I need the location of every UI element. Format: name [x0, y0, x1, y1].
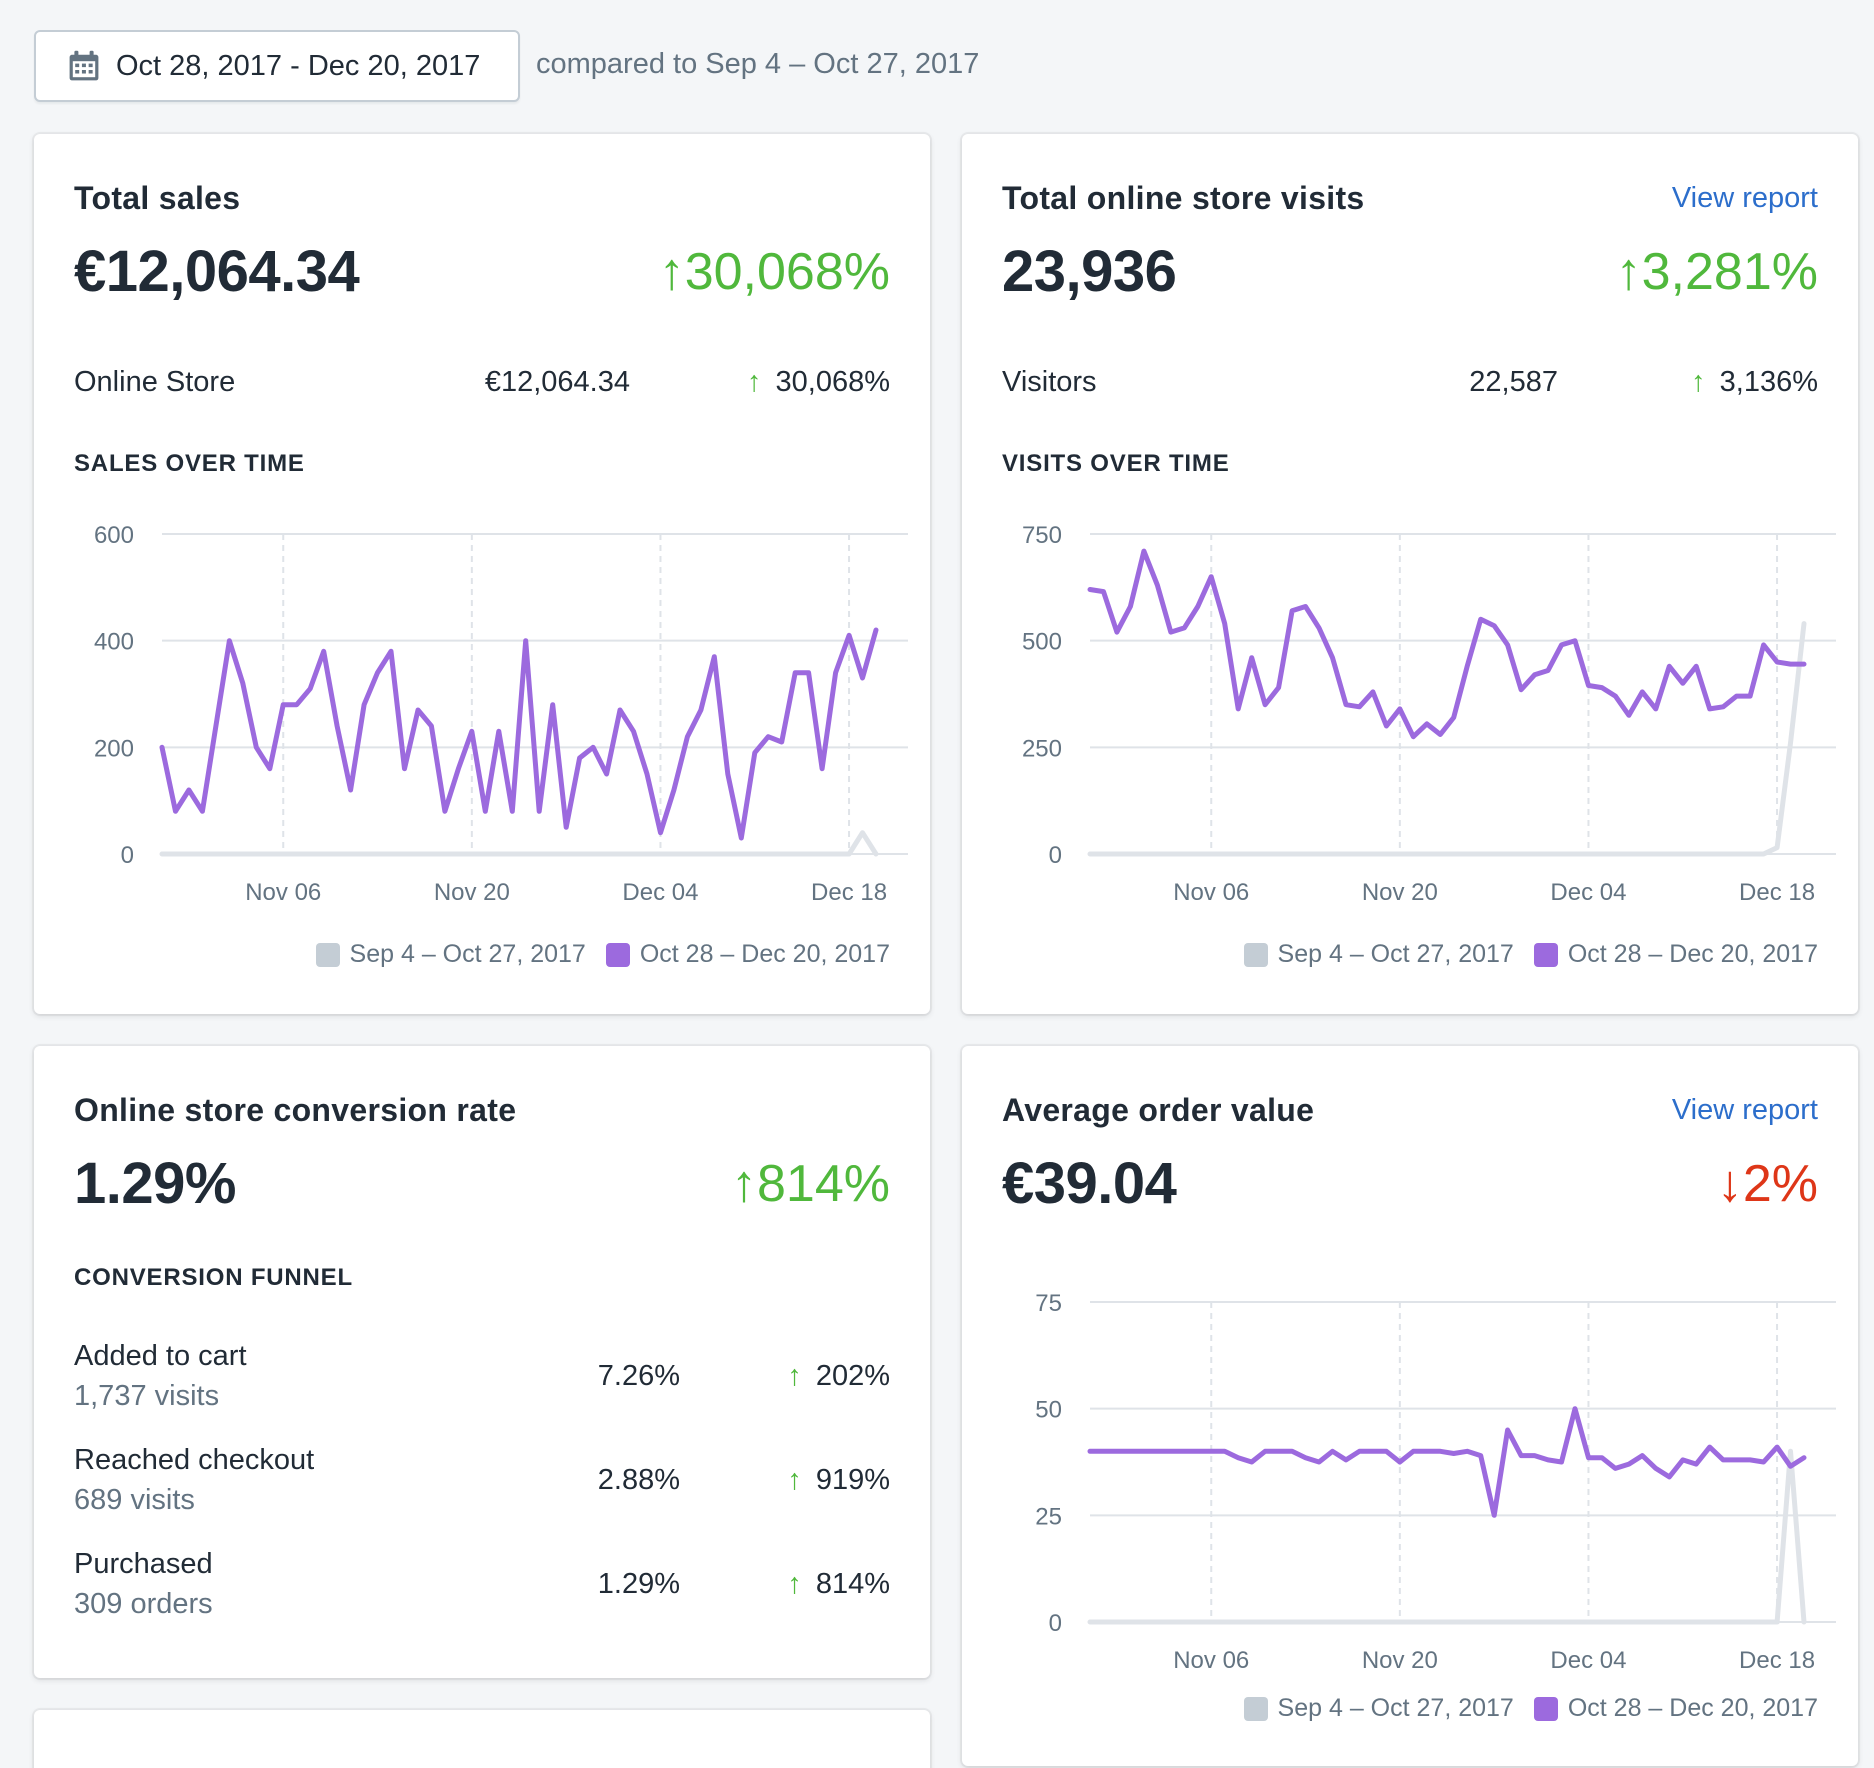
arrow-up-icon: ↑ — [731, 1155, 757, 1213]
funnel-step-count: 1,737 visits — [74, 1380, 220, 1412]
chart-legend: Sep 4 – Oct 27, 2017 Oct 28 – Dec 20, 20… — [1224, 940, 1818, 969]
funnel-step-rate: 1.29% — [597, 1568, 680, 1600]
visitors-change: ↑ 3,136% — [1691, 366, 1818, 398]
x-tick-label: Dec 04 — [1550, 879, 1626, 906]
y-tick-label: 600 — [94, 522, 134, 549]
y-tick-label: 500 — [1022, 629, 1062, 656]
arrow-up-icon: ↑ — [1615, 243, 1642, 301]
aov-change: ↓2% — [1716, 1155, 1818, 1213]
legend-item-current: Oct 28 – Dec 20, 2017 — [605, 940, 890, 969]
calendar-icon — [69, 50, 99, 81]
aov-chart: 75 50 25 0 Nov 06 Nov 20 Dec 04 Dec 18 — [1035, 1290, 1836, 1674]
total-visits-change: ↑3,281% — [1615, 243, 1818, 301]
arrow-up-icon: ↑ — [747, 366, 762, 398]
series-line-previous — [1087, 621, 1807, 857]
y-tick-label: 250 — [1022, 735, 1062, 762]
chart-legend: Sep 4 – Oct 27, 2017 Oct 28 – Dec 20, 20… — [296, 940, 890, 969]
total-sales-card: Total sales €12,064.34 ↑30,068% Online S… — [34, 134, 930, 1014]
arrow-up-icon: ↑ — [658, 243, 685, 301]
x-tick-label: Dec 04 — [1550, 1647, 1626, 1674]
funnel-step-rate: 2.88% — [597, 1464, 680, 1496]
series-line-previous — [1087, 1448, 1807, 1625]
channel-label: Online Store — [74, 366, 236, 398]
card-title: Online store conversion rate — [74, 1092, 517, 1128]
legend-item-current: Oct 28 – Dec 20, 2017 — [1533, 940, 1818, 969]
conversion-rate-value: 1.29% — [74, 1151, 236, 1216]
section-label: VISITS OVER TIME — [1002, 450, 1230, 477]
x-tick-label: Nov 06 — [245, 879, 321, 906]
card-title: Average order value — [1002, 1092, 1315, 1128]
sales-over-time-chart: 600 400 200 0 Nov 06 Nov 20 Dec 04 Dec 18 — [94, 522, 908, 906]
x-tick-label: Dec 18 — [1739, 879, 1815, 906]
arrow-up-icon: ↑ — [787, 1464, 802, 1496]
view-report-link[interactable]: View report — [1671, 182, 1818, 214]
funnel-step-count: 309 orders — [74, 1588, 213, 1620]
arrow-up-icon: ↑ — [787, 1568, 802, 1600]
series-line-current — [1087, 548, 1807, 740]
x-tick-label: Nov 20 — [1362, 879, 1438, 906]
legend-item-previous: Sep 4 – Oct 27, 2017 — [1243, 1694, 1514, 1723]
series-line-current — [159, 627, 879, 841]
conversion-rate-card: Online store conversion rate 1.29% ↑814%… — [34, 1046, 930, 1678]
legend-item-previous: Sep 4 – Oct 27, 2017 — [1243, 940, 1514, 969]
conversion-rate-change: ↑814% — [731, 1155, 890, 1213]
arrow-down-icon: ↓ — [1716, 1155, 1743, 1213]
y-tick-label: 750 — [1022, 522, 1062, 549]
chart-legend: Sep 4 – Oct 27, 2017 Oct 28 – Dec 20, 20… — [1224, 1694, 1818, 1723]
funnel-step-label: Reached checkout — [74, 1444, 315, 1476]
x-tick-label: Nov 06 — [1173, 1647, 1249, 1674]
channel-value: €12,064.34 — [484, 366, 630, 398]
visitors-label: Visitors — [1002, 366, 1097, 398]
comparison-range-text: compared to Sep 4 – Oct 27, 2017 — [536, 48, 980, 80]
section-label: CONVERSION FUNNEL — [74, 1264, 353, 1291]
total-visits-value: 23,936 — [1002, 239, 1177, 304]
funnel-step-change: ↑ 919% — [787, 1464, 890, 1496]
card-title: Total online store visits — [1002, 180, 1365, 216]
x-tick-label: Nov 20 — [1362, 1647, 1438, 1674]
y-tick-label: 0 — [1049, 1610, 1062, 1637]
x-tick-label: Dec 04 — [622, 879, 698, 906]
y-tick-label: 25 — [1035, 1503, 1062, 1530]
y-tick-label: 75 — [1035, 1290, 1062, 1317]
top-products-card — [34, 1710, 930, 1768]
legend-item-current: Oct 28 – Dec 20, 2017 — [1533, 1694, 1818, 1723]
arrow-up-icon: ↑ — [1691, 366, 1706, 398]
arrow-up-icon: ↑ — [787, 1360, 802, 1392]
total-sales-value: €12,064.34 — [74, 239, 360, 304]
series-line-previous — [159, 830, 879, 857]
funnel-step-label: Added to cart — [74, 1340, 247, 1372]
x-tick-label: Dec 18 — [811, 879, 887, 906]
date-range-button[interactable]: Oct 28, 2017 - Dec 20, 2017 — [34, 30, 520, 102]
funnel-step-rate: 7.26% — [597, 1360, 680, 1392]
legend-item-previous: Sep 4 – Oct 27, 2017 — [315, 940, 586, 969]
card-title: Total sales — [74, 180, 241, 216]
date-range-label: Oct 28, 2017 - Dec 20, 2017 — [116, 49, 481, 82]
total-sales-change: ↑30,068% — [658, 243, 890, 301]
aov-value: €39.04 — [1002, 1151, 1177, 1216]
x-tick-label: Dec 18 — [1739, 1647, 1815, 1674]
visits-over-time-chart: 750 500 250 0 Nov 06 Nov 20 Dec 04 Dec 18 — [1022, 522, 1836, 906]
y-tick-label: 200 — [94, 735, 134, 762]
funnel-step-label: Purchased — [74, 1548, 213, 1580]
average-order-value-card: Average order value View report €39.04 ↓… — [962, 1046, 1858, 1766]
channel-change: ↑ 30,068% — [747, 366, 890, 398]
y-tick-label: 50 — [1035, 1397, 1062, 1424]
x-tick-label: Nov 06 — [1173, 879, 1249, 906]
total-visits-card: Total online store visits View report 23… — [962, 134, 1858, 1014]
funnel-step-change: ↑ 202% — [787, 1360, 890, 1392]
funnel-step-change: ↑ 814% — [787, 1568, 890, 1600]
x-tick-label: Nov 20 — [434, 879, 510, 906]
view-report-link[interactable]: View report — [1671, 1094, 1818, 1126]
visitors-value: 22,587 — [1469, 366, 1558, 398]
y-tick-label: 0 — [121, 842, 134, 869]
y-tick-label: 0 — [1049, 842, 1062, 869]
series-line-current — [1087, 1406, 1807, 1518]
funnel-step-count: 689 visits — [74, 1484, 195, 1516]
section-label: SALES OVER TIME — [74, 450, 305, 477]
y-tick-label: 400 — [94, 629, 134, 656]
